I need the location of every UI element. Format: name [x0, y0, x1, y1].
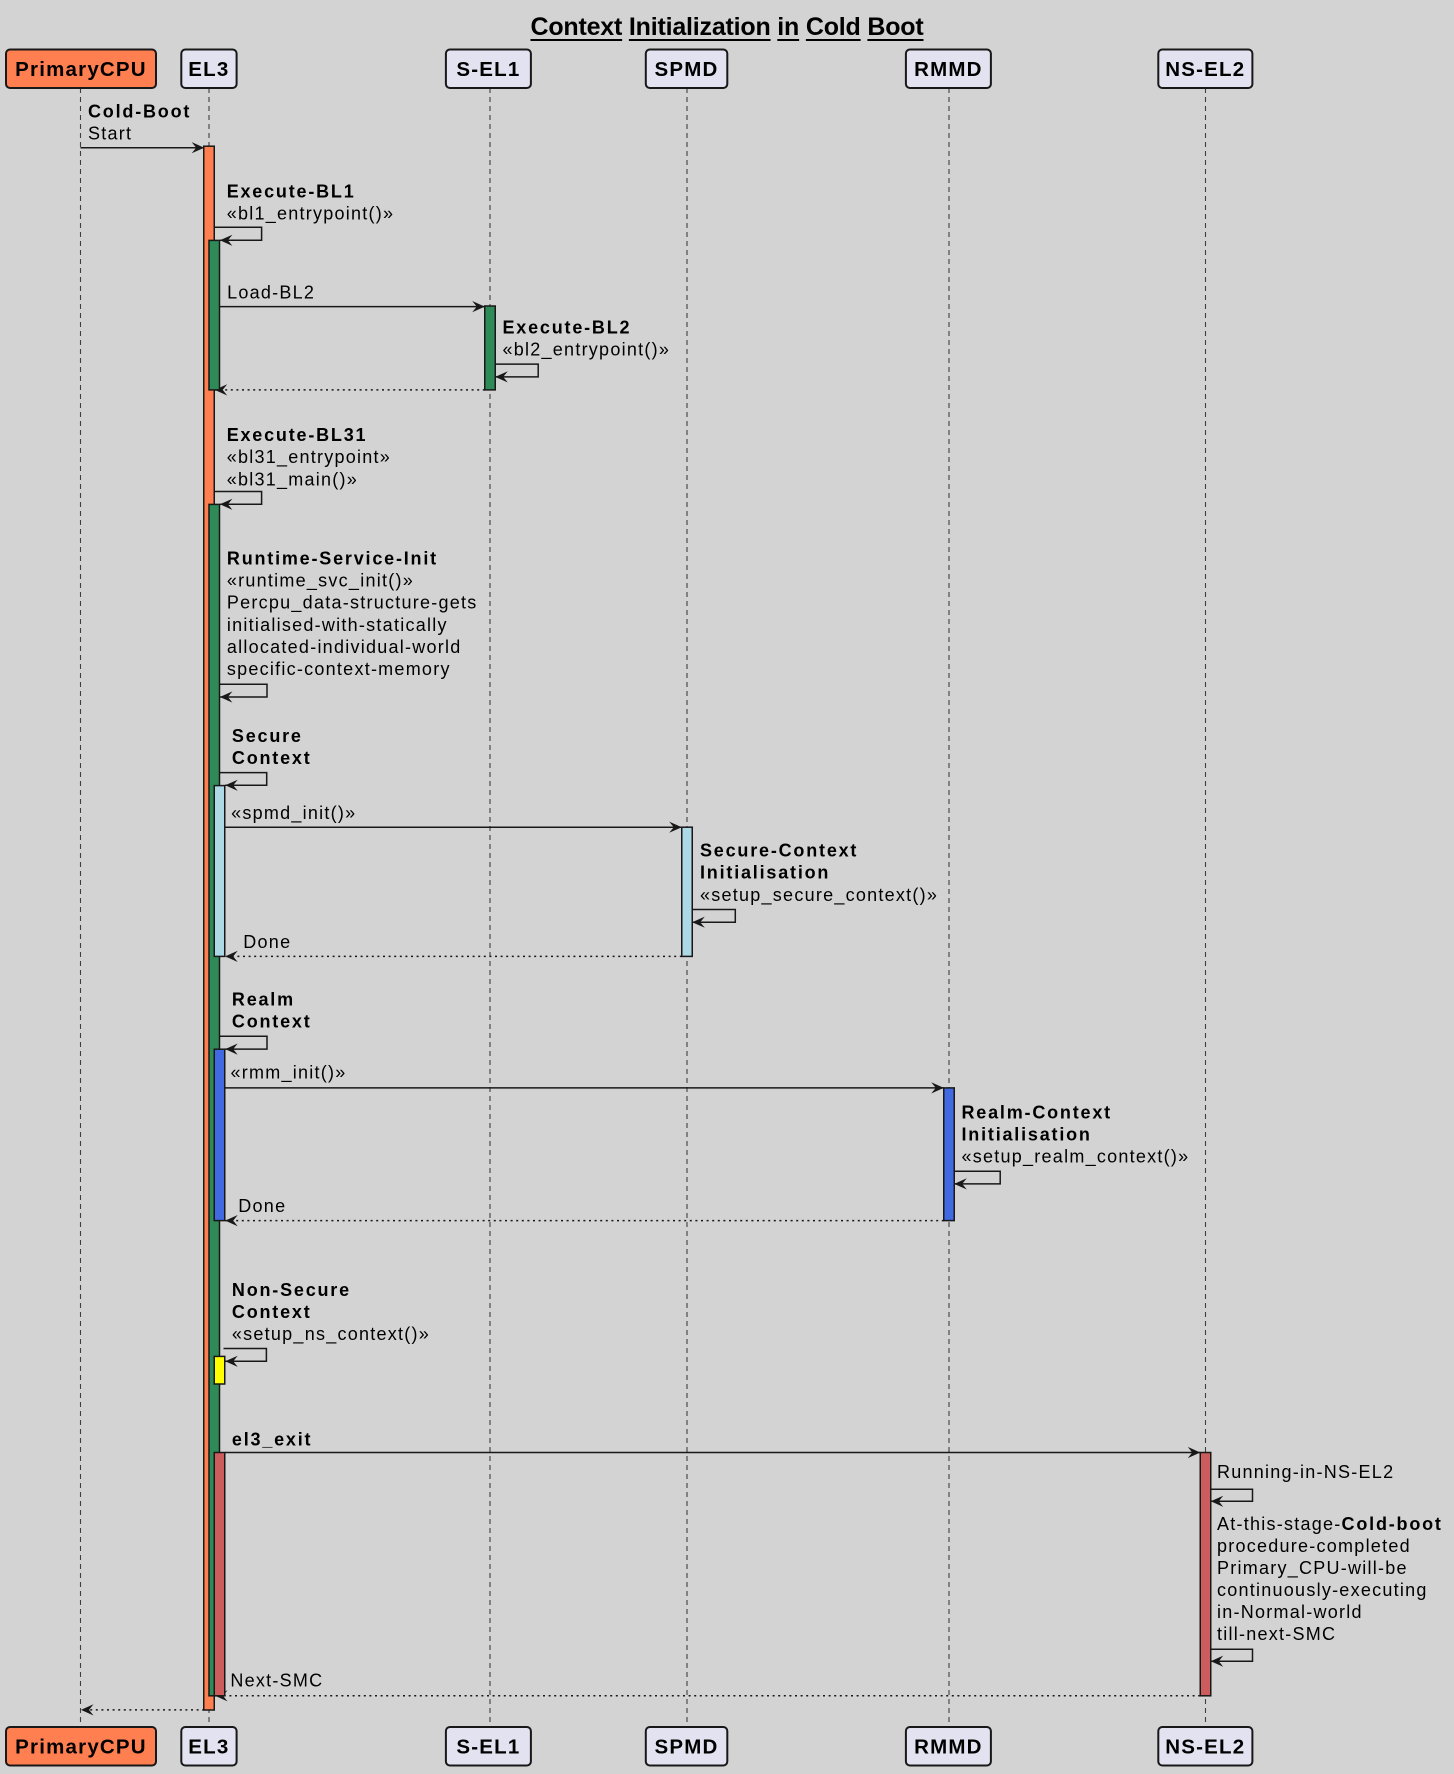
svg-text:«bl2_entrypoint()»: «bl2_entrypoint()»	[503, 340, 671, 361]
svg-text:till-next-SMC: till-next-SMC	[1217, 1624, 1336, 1644]
svg-text:Realm: Realm	[232, 990, 295, 1010]
svg-text:Next-SMC: Next-SMC	[230, 1671, 323, 1691]
svg-text:Running-in-NS-EL2: Running-in-NS-EL2	[1217, 1462, 1394, 1482]
svg-text:«setup_ns_context()»: «setup_ns_context()»	[232, 1324, 430, 1345]
svg-text:PrimaryCPU: PrimaryCPU	[15, 1736, 147, 1759]
svg-text:el3_exit: el3_exit	[232, 1429, 312, 1449]
svg-text:PrimaryCPU: PrimaryCPU	[15, 58, 147, 81]
svg-text:Runtime-Service-Init: Runtime-Service-Init	[227, 549, 438, 569]
svg-text:«rmm_init()»: «rmm_init()»	[231, 1062, 347, 1083]
svg-text:S-EL1: S-EL1	[456, 1736, 520, 1759]
svg-text:«runtime_svc_init()»: «runtime_svc_init()»	[227, 571, 414, 592]
svg-text:allocated-individual-world: allocated-individual-world	[227, 637, 462, 657]
svg-text:Initialisation: Initialisation	[962, 1125, 1092, 1145]
svg-text:Percpu_data-structure-gets: Percpu_data-structure-gets	[227, 593, 478, 614]
svg-text:Non-Secure: Non-Secure	[232, 1280, 351, 1300]
svg-text:S-EL1: S-EL1	[456, 58, 520, 81]
svg-text:Done: Done	[238, 1196, 286, 1216]
svg-text:EL3: EL3	[188, 1736, 229, 1759]
svg-text:«bl1_entrypoint()»: «bl1_entrypoint()»	[227, 204, 395, 225]
svg-text:Execute-BL2: Execute-BL2	[503, 318, 632, 338]
svg-text:Secure-Context: Secure-Context	[700, 841, 858, 861]
svg-text:«spmd_init()»: «spmd_init()»	[231, 803, 356, 824]
svg-text:Start: Start	[88, 124, 132, 144]
svg-text:specific-context-memory: specific-context-memory	[227, 659, 451, 679]
svg-text:Done: Done	[243, 932, 291, 952]
svg-text:EL3: EL3	[188, 58, 229, 81]
svg-text:NS-EL2: NS-EL2	[1165, 58, 1245, 81]
svg-text:Primary_CPU-will-be: Primary_CPU-will-be	[1217, 1558, 1408, 1579]
svg-text:in-Normal-world: in-Normal-world	[1217, 1602, 1363, 1622]
svg-text:Secure: Secure	[232, 726, 303, 746]
svg-text:SPMD: SPMD	[654, 1736, 718, 1759]
svg-text:Context: Context	[232, 748, 312, 768]
svg-text:RMMD: RMMD	[914, 58, 983, 81]
svg-text:NS-EL2: NS-EL2	[1165, 1736, 1245, 1759]
svg-text:Load-BL2: Load-BL2	[227, 283, 315, 303]
svg-text:Context: Context	[232, 1302, 312, 1322]
svg-text:At-this-stage-Cold-boot: At-this-stage-Cold-boot	[1217, 1514, 1443, 1534]
svg-text:initialised-with-statically: initialised-with-statically	[227, 615, 448, 635]
svg-text:«bl31_entrypoint»: «bl31_entrypoint»	[227, 447, 391, 468]
svg-text:«setup_realm_context()»: «setup_realm_context()»	[962, 1147, 1190, 1168]
svg-text:Realm-Context: Realm-Context	[962, 1103, 1112, 1123]
svg-text:continuously-executing: continuously-executing	[1217, 1580, 1428, 1600]
svg-text:SPMD: SPMD	[654, 58, 718, 81]
svg-text:«bl31_main()»: «bl31_main()»	[227, 469, 358, 490]
svg-text:«setup_secure_context()»: «setup_secure_context()»	[700, 885, 938, 906]
svg-text:Execute-BL1: Execute-BL1	[227, 182, 356, 202]
svg-text:Context: Context	[232, 1012, 312, 1032]
svg-text:procedure-completed: procedure-completed	[1217, 1536, 1411, 1556]
svg-text:Execute-BL31: Execute-BL31	[227, 425, 368, 445]
svg-text:Initialisation: Initialisation	[700, 863, 830, 883]
svg-text:Cold-Boot: Cold-Boot	[88, 101, 191, 121]
svg-text:RMMD: RMMD	[914, 1736, 983, 1759]
